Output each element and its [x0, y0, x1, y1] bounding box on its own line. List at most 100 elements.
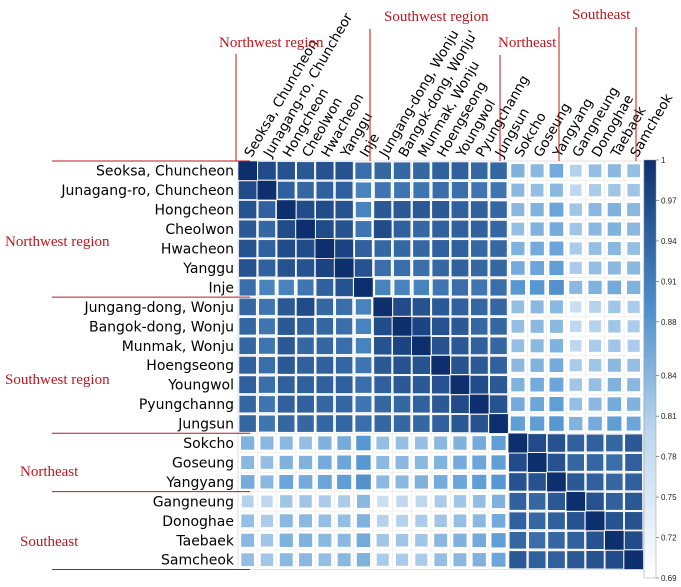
heatmap-cell — [491, 514, 506, 528]
heatmap-cell — [337, 436, 351, 450]
heatmap-cell — [279, 533, 293, 547]
heatmap-cell — [316, 318, 334, 335]
heatmap-cell — [297, 181, 314, 199]
colorbar-tick-label: 1 — [661, 156, 666, 165]
heatmap-cell — [393, 336, 412, 355]
heatmap-cell — [432, 415, 450, 433]
heatmap-cell — [337, 474, 352, 490]
heatmap-cell — [625, 434, 643, 452]
heatmap-cell — [414, 475, 428, 489]
heatmap-cell — [375, 279, 391, 296]
heatmap-cell — [607, 378, 621, 392]
heatmap-cell — [472, 514, 486, 528]
heatmap-cell — [470, 375, 489, 394]
heatmap-cell — [451, 220, 469, 238]
row-label: Samcheok — [161, 553, 235, 569]
heatmap-cell — [239, 318, 256, 335]
row-labels: Seoksa, Chuncheon Junagang-ro, Chuncheon H… — [60, 164, 235, 569]
heatmap-cell — [546, 472, 566, 492]
heatmap-cell — [491, 435, 506, 451]
heatmap-cell — [549, 163, 564, 178]
heatmap-cell — [627, 339, 640, 352]
heatmap-cell — [337, 455, 352, 470]
heatmap-cell — [530, 202, 544, 217]
colorbar-tick-label: 0.72 — [661, 534, 677, 543]
heatmap-cell — [491, 455, 506, 470]
heatmap-cell — [317, 474, 332, 489]
heatmap-cell — [530, 319, 544, 333]
heatmap-cell — [297, 317, 314, 335]
heatmap-cell — [529, 280, 545, 295]
heatmap-cell — [356, 435, 371, 451]
heatmap-cell — [511, 378, 525, 392]
heatmap-cell — [453, 474, 467, 489]
heatmap-cell — [241, 495, 254, 508]
heatmap-cell — [432, 182, 449, 199]
heatmap-cell — [490, 201, 507, 218]
heatmap-cell — [490, 220, 507, 238]
heatmap-cell — [586, 434, 604, 452]
heatmap-cell — [588, 242, 602, 255]
heatmap-cell — [297, 356, 314, 374]
heatmap-cell — [355, 415, 372, 432]
heatmap-cell — [453, 553, 467, 567]
heatmap-cell — [258, 337, 275, 354]
colorbar-gradient — [643, 159, 657, 579]
heatmap-cell — [316, 337, 334, 355]
heatmap-cell — [453, 514, 467, 528]
heatmap-cell — [627, 280, 641, 295]
heatmap-cell — [413, 279, 430, 296]
heatmap-cell — [374, 201, 392, 219]
heatmap-cell — [451, 298, 469, 316]
heatmap-cell — [393, 220, 411, 238]
heatmap-cell — [547, 492, 566, 510]
heatmap-cell — [549, 377, 564, 392]
heatmap-cell — [374, 182, 391, 199]
heatmap-cell — [627, 222, 641, 236]
heatmap-cell — [451, 182, 469, 199]
heatmap-cell — [377, 495, 389, 507]
heatmap-cell — [415, 495, 428, 508]
heatmap-cell — [434, 495, 447, 508]
heatmap-cell — [415, 436, 428, 450]
row-label: Hwacheon — [161, 242, 234, 258]
row-label: Taebaek — [175, 533, 235, 549]
heatmap-cell — [489, 376, 508, 394]
row-label: Pyungchanng — [139, 397, 234, 413]
heatmap-cell — [260, 534, 274, 547]
heatmap-cell — [570, 340, 582, 352]
heatmap-cell — [336, 337, 353, 354]
heatmap-cell — [453, 436, 467, 450]
heatmap-cell — [355, 376, 372, 393]
heatmap-cell — [277, 317, 295, 335]
heatmap-cell — [588, 261, 602, 275]
heatmap-cell — [395, 455, 409, 469]
heatmap-cell — [412, 395, 430, 413]
heatmap-cell — [277, 239, 296, 258]
row-group-label: Southwest region — [5, 372, 110, 388]
row-label: Hongcheon — [155, 203, 234, 219]
heatmap-cell — [451, 414, 469, 433]
heatmap-cell — [315, 238, 335, 259]
heatmap-cell — [260, 553, 274, 566]
heatmap-cell — [297, 279, 314, 296]
heatmap-cell — [335, 356, 353, 374]
heatmap-cell — [624, 512, 643, 530]
heatmap-cell — [549, 280, 564, 295]
heatmap-cell — [626, 416, 641, 431]
row-label: Inje — [208, 280, 234, 296]
heatmap-cell — [299, 495, 312, 508]
heatmap-cell — [297, 415, 314, 432]
heatmap-cell — [530, 416, 545, 431]
heatmap-cell — [569, 261, 582, 275]
heatmap-cell — [277, 161, 295, 180]
heatmap-cell — [511, 300, 525, 314]
heatmap-cell — [241, 514, 254, 528]
heatmap-cell — [607, 358, 621, 372]
heatmap-cell — [570, 184, 582, 196]
heatmap-cell — [412, 376, 430, 394]
heatmap-cell — [472, 495, 486, 508]
row-label: Munmak, Wonju — [122, 339, 234, 355]
heatmap-cell — [374, 356, 392, 374]
